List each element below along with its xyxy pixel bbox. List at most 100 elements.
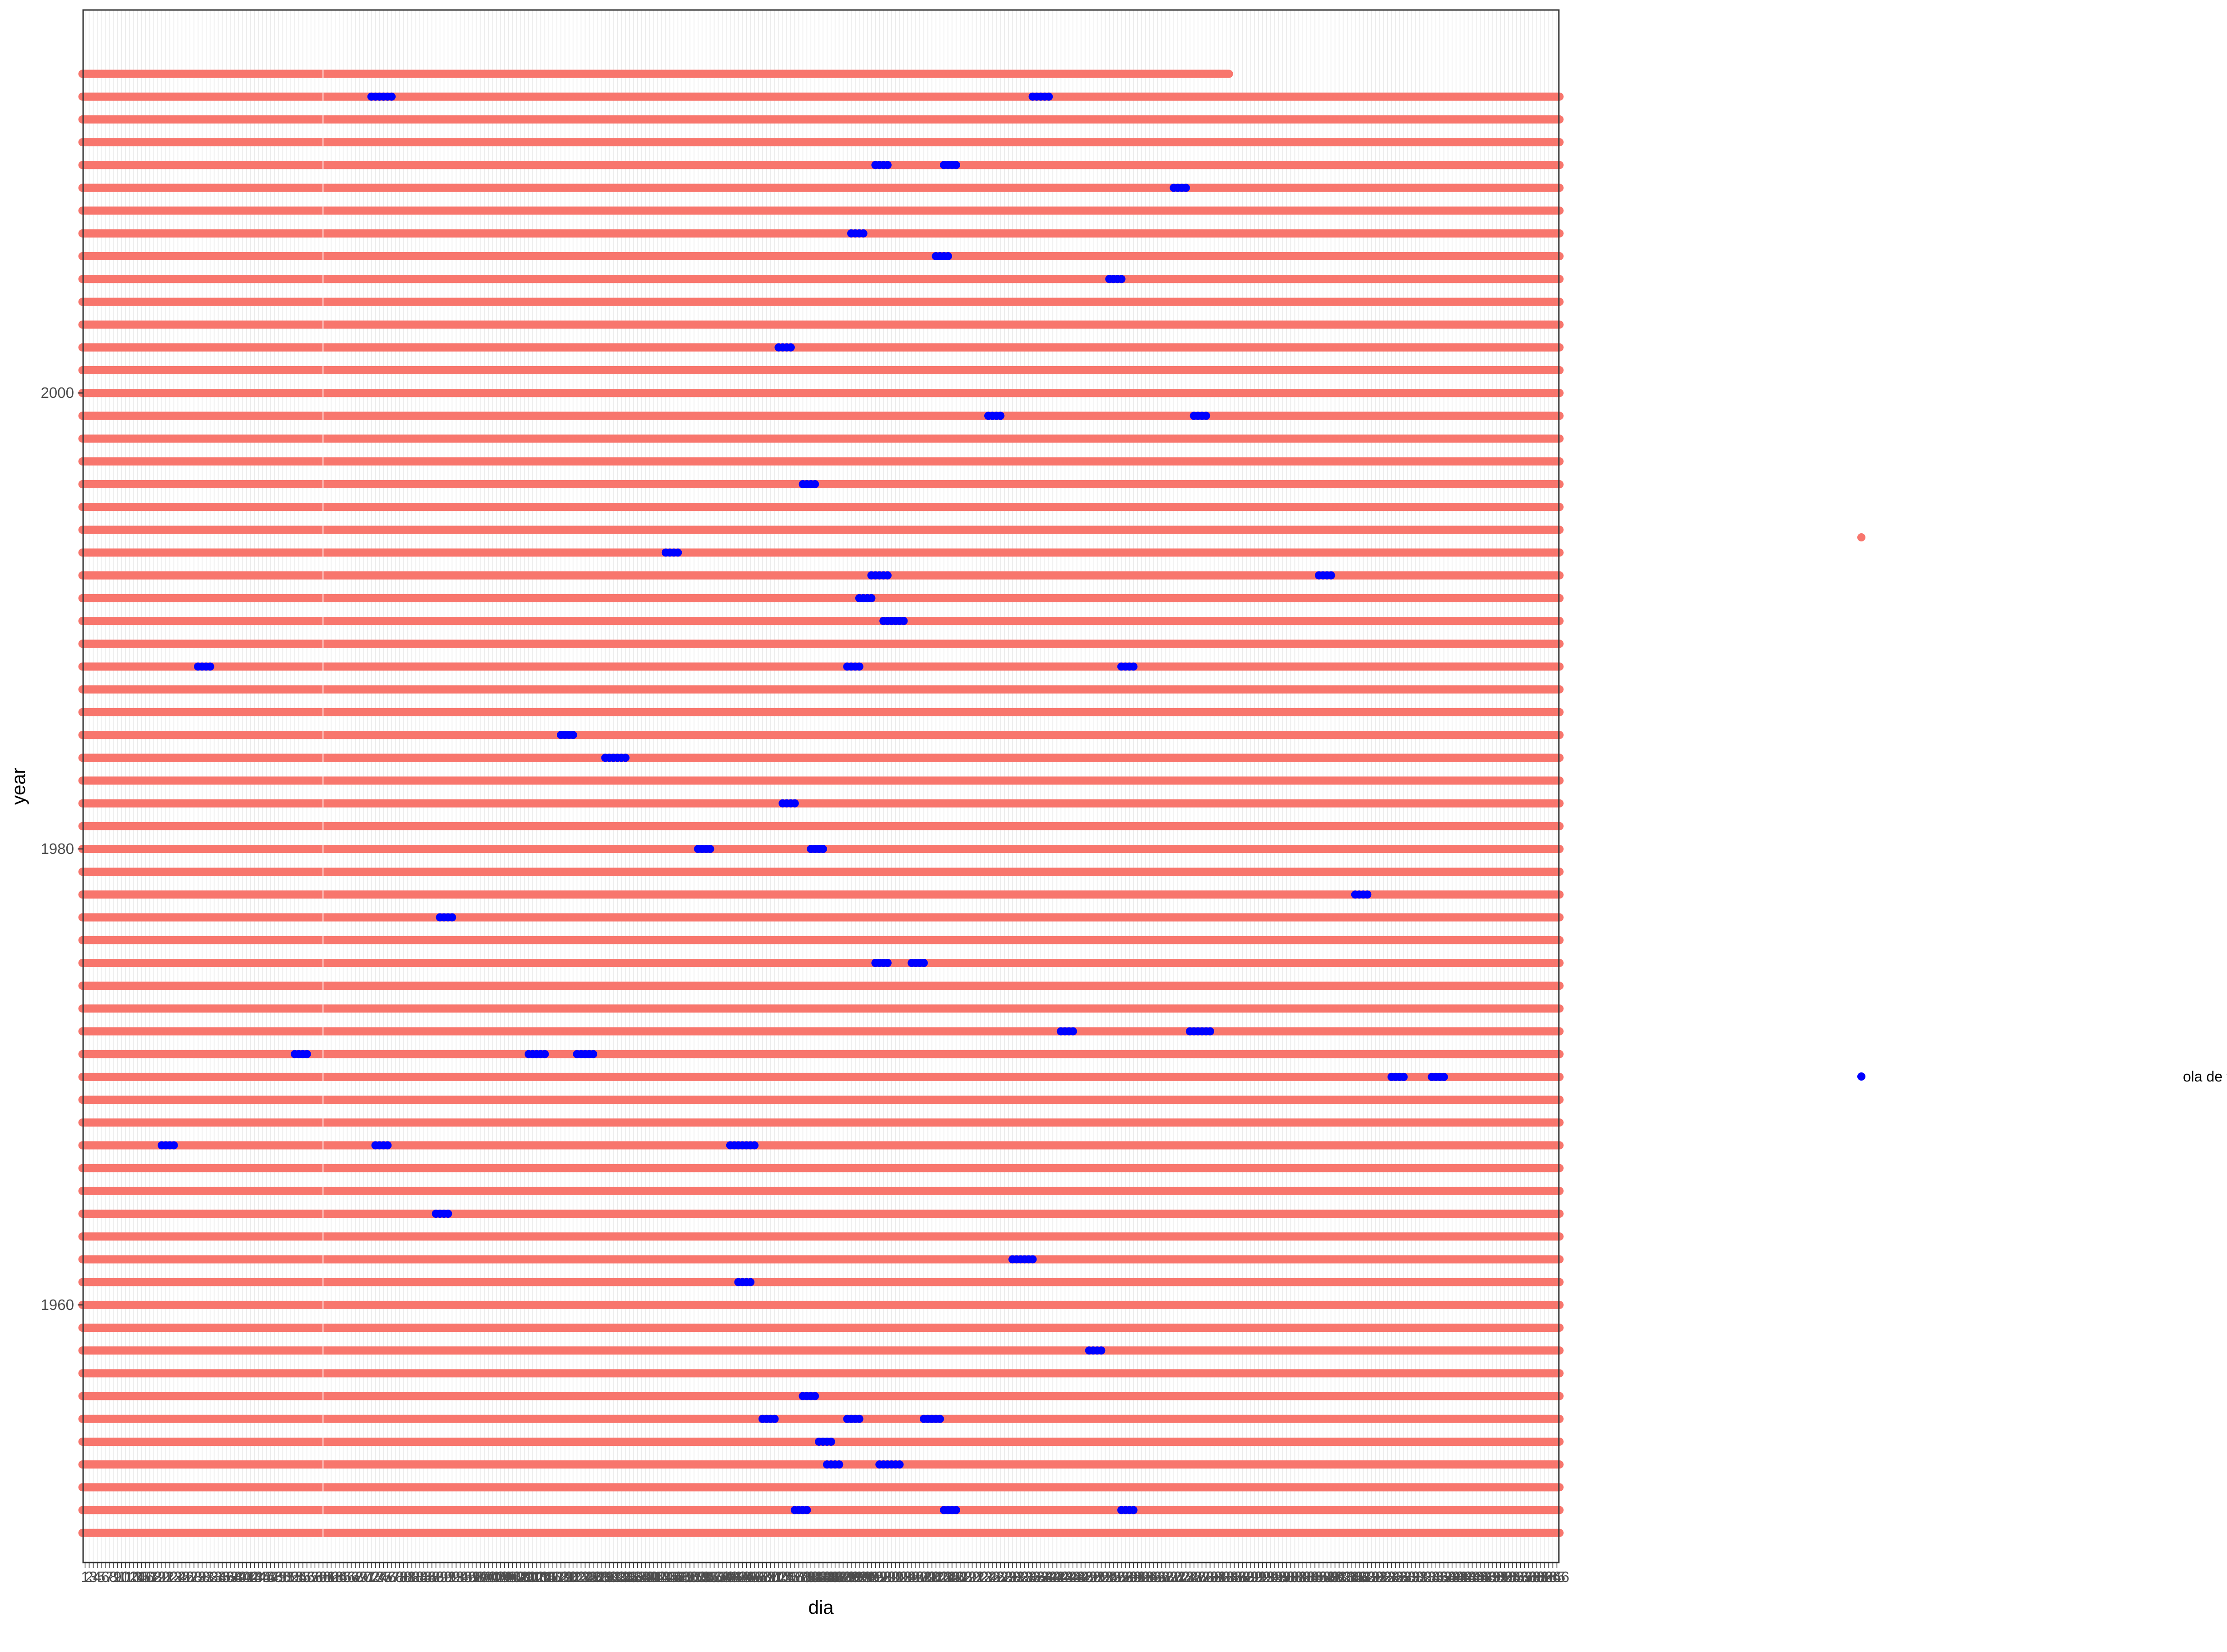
x-tick-label: 324 bbox=[1375, 1568, 1400, 1585]
x-tick-label: 45 bbox=[254, 1568, 271, 1585]
x-tick-label: 27 bbox=[182, 1568, 198, 1585]
x-tick-label: 325 bbox=[1379, 1568, 1404, 1585]
cold-wave-point bbox=[895, 1460, 904, 1469]
x-tick-label: 104 bbox=[488, 1568, 513, 1585]
x-tick-label: 156 bbox=[698, 1568, 723, 1585]
cold-wave-point bbox=[827, 1437, 835, 1446]
x-tick-label: 56 bbox=[298, 1568, 315, 1585]
x-tick-label: 296 bbox=[1262, 1568, 1287, 1585]
cold-wave-point bbox=[835, 1460, 843, 1469]
x-tick-label: 173 bbox=[766, 1568, 791, 1585]
x-tick-label: 89 bbox=[432, 1568, 448, 1585]
x-tick-label: 346 bbox=[1463, 1568, 1488, 1585]
x-tick-label: 327 bbox=[1387, 1568, 1412, 1585]
x-tick-label: 188 bbox=[827, 1568, 852, 1585]
cold-wave-point bbox=[811, 1392, 819, 1400]
x-tick-label: 9 bbox=[113, 1568, 121, 1585]
y-tick-label: 1960 bbox=[41, 1296, 74, 1313]
x-tick-label: 270 bbox=[1157, 1568, 1182, 1585]
x-tick-label: 276 bbox=[1181, 1568, 1206, 1585]
cold-wave-point bbox=[1045, 92, 1053, 101]
x-tick-label: 93 bbox=[448, 1568, 465, 1585]
x-tick-label: 125 bbox=[573, 1568, 598, 1585]
x-tick-label: 60 bbox=[315, 1568, 332, 1585]
x-tick-label: 293 bbox=[1250, 1568, 1275, 1585]
x-tick-label: 81 bbox=[399, 1568, 416, 1585]
x-tick-label: 309 bbox=[1314, 1568, 1339, 1585]
x-tick-label: 57 bbox=[303, 1568, 319, 1585]
x-tick-label: 34 bbox=[210, 1568, 227, 1585]
x-tick-label: 26 bbox=[178, 1568, 194, 1585]
y-tick-label: 2000 bbox=[41, 384, 74, 401]
x-tick-label: 288 bbox=[1230, 1568, 1255, 1585]
x-tick-label: 133 bbox=[605, 1568, 630, 1585]
x-tick-label: 240 bbox=[1037, 1568, 1061, 1585]
x-tick-label: 43 bbox=[246, 1568, 263, 1585]
x-tick-label: 279 bbox=[1194, 1568, 1219, 1585]
x-tick-label: 59 bbox=[311, 1568, 327, 1585]
cold-wave-point bbox=[786, 343, 795, 352]
x-tick-label: 2 bbox=[85, 1568, 93, 1585]
x-axis-title: dia bbox=[808, 1597, 834, 1618]
cold-wave-point bbox=[1399, 1072, 1408, 1081]
cold-wave-point bbox=[1028, 1255, 1037, 1264]
x-tick-label: 91 bbox=[440, 1568, 456, 1585]
x-tick-label: 278 bbox=[1190, 1568, 1215, 1585]
legend-key-ola-de-frio bbox=[1857, 1072, 1865, 1081]
x-tick-label: 79 bbox=[391, 1568, 408, 1585]
x-tick-label: 151 bbox=[677, 1568, 702, 1585]
x-tick-label: 22 bbox=[161, 1568, 178, 1585]
x-tick-label: 152 bbox=[681, 1568, 706, 1585]
x-tick-label: 70 bbox=[355, 1568, 372, 1585]
x-tick-label: 54 bbox=[291, 1568, 308, 1585]
x-tick-label: 140 bbox=[633, 1568, 658, 1585]
x-tick-label: 299 bbox=[1274, 1568, 1299, 1585]
panel-border bbox=[82, 9, 1560, 1563]
x-tick-label: 123 bbox=[565, 1568, 590, 1585]
x-tick-label: 237 bbox=[1024, 1568, 1049, 1585]
x-tick-label: 85 bbox=[416, 1568, 432, 1585]
x-tick-label: 261 bbox=[1121, 1568, 1146, 1585]
cold-wave-point bbox=[770, 1414, 779, 1423]
x-tick-label: 62 bbox=[323, 1568, 340, 1585]
x-tick-label: 170 bbox=[754, 1568, 779, 1585]
x-tick-label: 99 bbox=[472, 1568, 489, 1585]
x-tick-label: 108 bbox=[504, 1568, 529, 1585]
x-tick-label: 172 bbox=[762, 1568, 787, 1585]
x-tick-label: 259 bbox=[1113, 1568, 1138, 1585]
x-tick-label: 249 bbox=[1072, 1568, 1097, 1585]
x-tick-label: 163 bbox=[726, 1568, 751, 1585]
x-tick-label: 129 bbox=[589, 1568, 614, 1585]
x-tick-label: 164 bbox=[730, 1568, 755, 1585]
legend-key-all-days bbox=[1857, 533, 1865, 541]
x-tick-label: 308 bbox=[1310, 1568, 1335, 1585]
x-tick-label: 90 bbox=[436, 1568, 452, 1585]
cold-wave-point bbox=[867, 594, 876, 602]
x-tick-label: 40 bbox=[234, 1568, 251, 1585]
x-tick-label: 215 bbox=[936, 1568, 961, 1585]
x-tick-label: 350 bbox=[1480, 1568, 1505, 1585]
x-tick-label: 177 bbox=[782, 1568, 807, 1585]
x-tick-label: 130 bbox=[593, 1568, 618, 1585]
x-tick-label: 204 bbox=[891, 1568, 916, 1585]
x-tick-label: 353 bbox=[1492, 1568, 1517, 1585]
x-tick-label: 114 bbox=[529, 1568, 553, 1585]
cold-wave-point bbox=[1327, 571, 1335, 580]
x-tick-label: 365 bbox=[1540, 1568, 1565, 1585]
x-tick-label: 301 bbox=[1282, 1568, 1307, 1585]
x-tick-label: 300 bbox=[1278, 1568, 1303, 1585]
x-tick-label: 146 bbox=[657, 1568, 682, 1585]
x-tick-label: 94 bbox=[452, 1568, 469, 1585]
x-tick-label: 97 bbox=[464, 1568, 481, 1585]
cold-wave-point bbox=[1440, 1072, 1448, 1081]
x-tick-label: 8 bbox=[109, 1568, 117, 1585]
cold-wave-point bbox=[750, 1141, 759, 1150]
x-tick-label: 298 bbox=[1270, 1568, 1295, 1585]
cold-wave-point bbox=[589, 1050, 597, 1058]
x-tick-label: 233 bbox=[1008, 1568, 1033, 1585]
cold-wave-point bbox=[746, 1278, 755, 1286]
x-tick-label: 295 bbox=[1258, 1568, 1283, 1585]
x-tick-label: 224 bbox=[972, 1568, 997, 1585]
x-tick-label: 366 bbox=[1544, 1568, 1569, 1585]
